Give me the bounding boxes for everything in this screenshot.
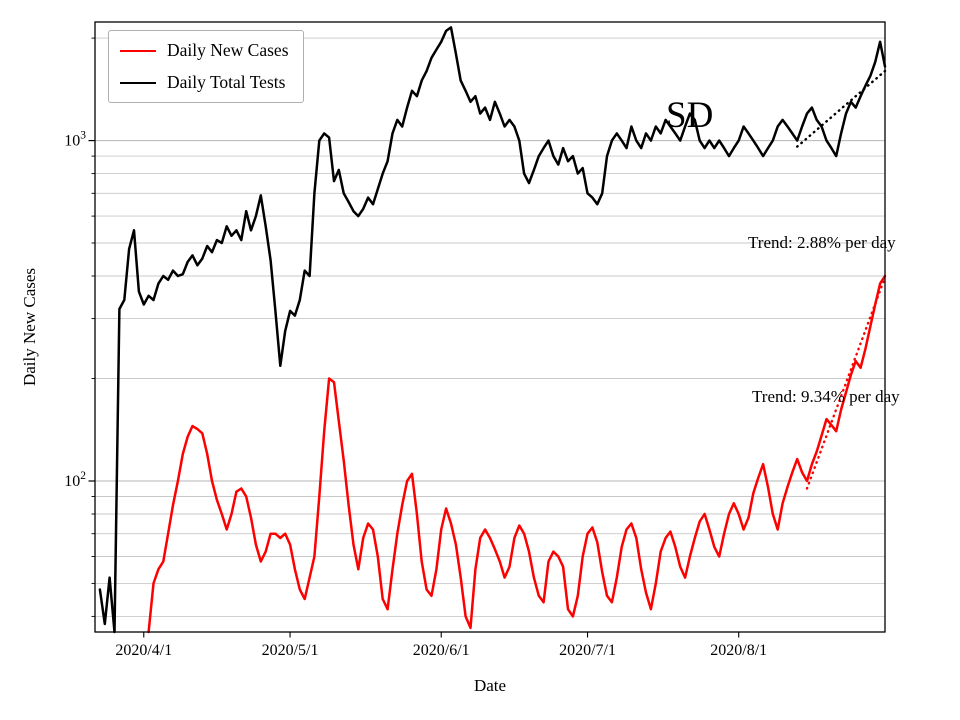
x-tick-label: 2020/7/1 (559, 642, 616, 659)
y-tick-label: 102 (64, 470, 86, 490)
legend-line-sample (120, 49, 156, 52)
axes-frame (94, 21, 886, 633)
legend-item-daily-new-cases: Daily New Cases (120, 40, 289, 61)
legend-label: Daily Total Tests (167, 72, 286, 92)
legend-label: Daily New Cases (167, 40, 289, 60)
y-axis-label: Daily New Cases (20, 267, 39, 387)
x-axis-label: Date (473, 676, 507, 695)
trend-line-daily-new-cases (805, 276, 887, 490)
legend: Daily New Cases Daily Total Tests (108, 30, 304, 103)
tests-trend-annotation: Trend: 2.88% per day (748, 233, 896, 252)
legend-item-daily-total-tests: Daily Total Tests (120, 72, 289, 93)
sd-watermark-text: SD (666, 95, 714, 136)
x-tick-label: 2020/5/1 (262, 642, 319, 659)
cases-trend-annotation: Trend: 9.34% per day (752, 387, 900, 406)
legend-line-sample (120, 81, 156, 84)
x-tick-label: 2020/8/1 (710, 642, 767, 659)
series-daily-total-tests (98, 26, 887, 634)
series-daily-new-cases (147, 274, 887, 634)
x-tick-label: 2020/4/1 (115, 642, 172, 659)
x-tick-label: 2020/6/1 (413, 642, 470, 659)
y-tick-label: 103 (64, 130, 86, 150)
